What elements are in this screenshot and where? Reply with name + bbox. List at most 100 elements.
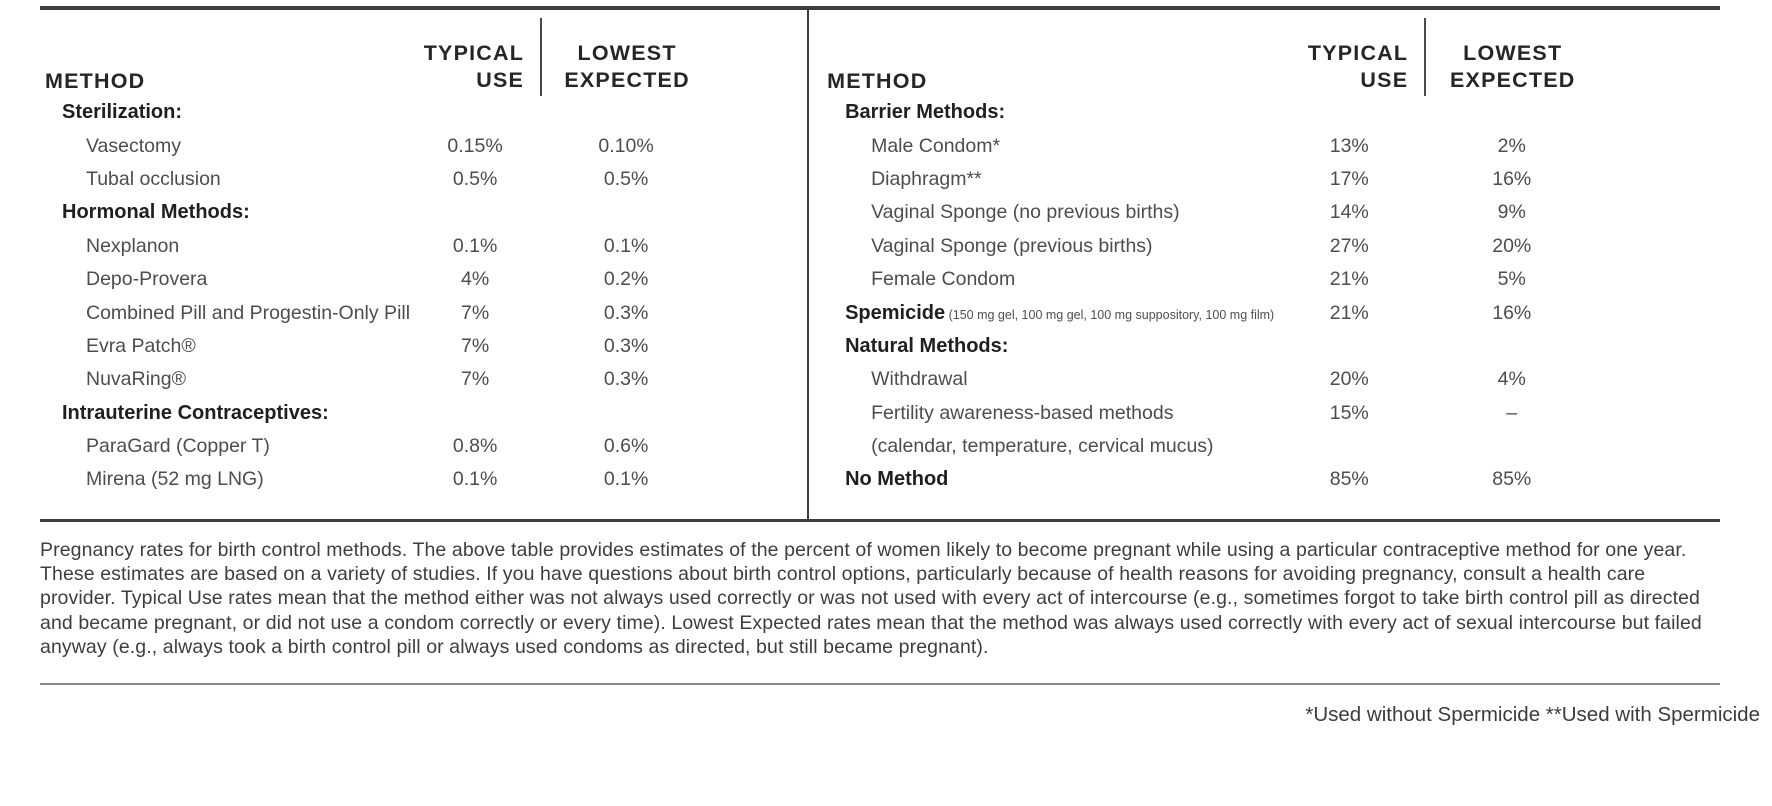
lowest-expected-value: 0.10% <box>598 134 654 157</box>
lowest-expected-line2: EXPECTED <box>1449 68 1576 92</box>
lowest-expected-value: 9% <box>1497 201 1526 224</box>
table-body-left: Sterilization: Vasectomy 0.15% 0.10% Tubal o… <box>40 96 807 497</box>
lowest-expected-column-header: LOWEST EXPECTED <box>1424 18 1599 96</box>
method-cell: Fertility awareness-based methods <box>809 402 1274 425</box>
method-cell: (calendar, temperature, cervical mucus) <box>809 435 1274 458</box>
table-row: Spemicide (150 mg gel, 100 mg gel, 100 m… <box>809 296 1772 329</box>
table-row: Sterilization: <box>40 96 807 129</box>
lowest-expected-value: 85% <box>1492 468 1532 491</box>
typical-use-line1: TYPICAL <box>423 41 525 65</box>
table-row: Depo-Provera 4% 0.2% <box>40 263 807 296</box>
spermicide-footnote: *Used without Spermicide **Used with Spe… <box>1305 703 1760 727</box>
method-cell: NuvaRing® <box>40 368 410 391</box>
typical-use-value: 20% <box>1329 368 1369 391</box>
table-row: Vaginal Sponge (no previous births) 14% 9% <box>809 196 1772 229</box>
lowest-expected-value: 0.1% <box>603 468 649 491</box>
method-label: Male Condom* <box>871 134 1001 157</box>
method-label: Vasectomy <box>86 134 182 157</box>
lowest-expected-line1: LOWEST <box>577 41 677 65</box>
table-row: Natural Methods: <box>809 330 1772 363</box>
typical-use-column-header: TYPICAL USE <box>1274 10 1424 96</box>
lowest-expected-value: 16% <box>1492 167 1532 190</box>
typical-use-value: 14% <box>1329 201 1369 224</box>
method-label: Sterilization: <box>62 101 183 124</box>
typical-use-value: 27% <box>1329 234 1369 257</box>
method-cell: Hormonal Methods: <box>40 201 410 224</box>
table-row: Tubal occlusion 0.5% 0.5% <box>40 163 807 196</box>
lowest-expected-value: 20% <box>1492 234 1532 257</box>
table-row: Withdrawal 20% 4% <box>809 363 1772 396</box>
method-label: Female Condom <box>871 268 1016 291</box>
method-cell: Intrauterine Contraceptives: <box>40 402 410 425</box>
typical-use-value: 0.8% <box>452 435 498 458</box>
typical-use-value: 17% <box>1329 167 1369 190</box>
lowest-expected-value: 0.3% <box>603 368 649 391</box>
table-header-right: METHOD TYPICAL USE LOWEST EXPECTED <box>809 10 1772 96</box>
bottom-rule <box>40 683 1720 686</box>
method-label: Tubal occlusion <box>86 167 221 190</box>
method-cell: Vaginal Sponge (no previous births) <box>809 201 1274 224</box>
lowest-expected-line1: LOWEST <box>1463 41 1563 65</box>
typical-use-value: 7% <box>460 334 490 357</box>
method-cell: Spemicide (150 mg gel, 100 mg gel, 100 m… <box>809 302 1274 325</box>
method-label: (calendar, temperature, cervical mucus) <box>871 435 1214 458</box>
lowest-expected-value: 0.3% <box>603 301 649 324</box>
method-note: (150 mg gel, 100 mg gel, 100 mg supposit… <box>945 307 1275 322</box>
table-row: Female Condom 21% 5% <box>809 263 1772 296</box>
method-cell: Female Condom <box>809 268 1274 291</box>
typical-use-value: 0.1% <box>452 468 498 491</box>
lowest-expected-value: 16% <box>1492 301 1532 324</box>
typical-use-value: 21% <box>1329 301 1369 324</box>
method-cell: Sterilization: <box>40 101 410 124</box>
table-header-left: METHOD TYPICAL USE LOWEST EXPECTED <box>40 10 807 96</box>
typical-use-value: 15% <box>1329 401 1369 424</box>
typical-use-column-header: TYPICAL USE <box>410 10 540 96</box>
table-row: (calendar, temperature, cervical mucus) <box>809 430 1772 463</box>
method-label: Fertility awareness-based methods <box>871 401 1174 424</box>
document-page: METHOD TYPICAL USE LOWEST EXPECTED Steri… <box>40 0 1760 727</box>
table-row: Hormonal Methods: <box>40 196 807 229</box>
method-cell: Vaginal Sponge (previous births) <box>809 235 1274 258</box>
table-row: Fertility awareness-based methods 15% – <box>809 397 1772 430</box>
typical-use-line1: TYPICAL <box>1307 41 1409 65</box>
method-label: Hormonal Methods: <box>62 201 250 224</box>
typical-use-value: 0.1% <box>452 234 498 257</box>
method-cell: Natural Methods: <box>809 335 1274 358</box>
method-cell: Vasectomy <box>40 135 410 158</box>
table-row: Vaginal Sponge (previous births) 27% 20% <box>809 230 1772 263</box>
method-cell: Tubal occlusion <box>40 168 410 191</box>
table-row: Male Condom* 13% 2% <box>809 129 1772 162</box>
lowest-expected-value: 0.3% <box>603 334 649 357</box>
method-label: Combined Pill and Progestin-Only Pill <box>86 301 411 324</box>
lowest-expected-value: 0.5% <box>603 167 649 190</box>
method-label: ParaGard (Copper T) <box>86 435 270 458</box>
table-body-right: Barrier Methods: Male Condom* 13% 2% Diaphra… <box>809 96 1772 497</box>
table-row: Diaphragm** 17% 16% <box>809 163 1772 196</box>
method-label: Diaphragm** <box>871 167 982 190</box>
table-row: Intrauterine Contraceptives: <box>40 397 807 430</box>
method-cell: Mirena (52 mg LNG) <box>40 468 410 491</box>
method-column-header: METHOD <box>45 69 146 93</box>
method-label: Vaginal Sponge (no previous births) <box>871 201 1180 224</box>
method-label: Spemicide <box>845 301 946 324</box>
method-label: Depo-Provera <box>86 268 208 291</box>
method-label: Mirena (52 mg LNG) <box>86 468 264 491</box>
lowest-expected-line2: EXPECTED <box>564 68 690 92</box>
method-cell: ParaGard (Copper T) <box>40 435 410 458</box>
typical-use-value: 13% <box>1329 134 1369 157</box>
table-row: Combined Pill and Progestin-Only Pill 7% 0… <box>40 296 807 329</box>
method-cell: Nexplanon <box>40 235 410 258</box>
typical-use-value: 0.5% <box>452 167 498 190</box>
top-rule <box>40 6 1720 10</box>
method-label: Vaginal Sponge (previous births) <box>871 234 1153 257</box>
method-label: No Method <box>845 468 949 491</box>
lowest-expected-value: – <box>1506 401 1518 424</box>
table-row: Vasectomy 0.15% 0.10% <box>40 129 807 162</box>
typical-use-line2: USE <box>1360 68 1409 92</box>
table-right-half: METHOD TYPICAL USE LOWEST EXPECTED Barri… <box>809 10 1772 519</box>
lowest-expected-value: 4% <box>1497 368 1526 391</box>
pregnancy-rates-table: METHOD TYPICAL USE LOWEST EXPECTED Steri… <box>40 10 1720 522</box>
method-cell: Male Condom* <box>809 135 1274 158</box>
method-label: Barrier Methods: <box>845 101 1006 124</box>
typical-use-value: 85% <box>1329 468 1369 491</box>
